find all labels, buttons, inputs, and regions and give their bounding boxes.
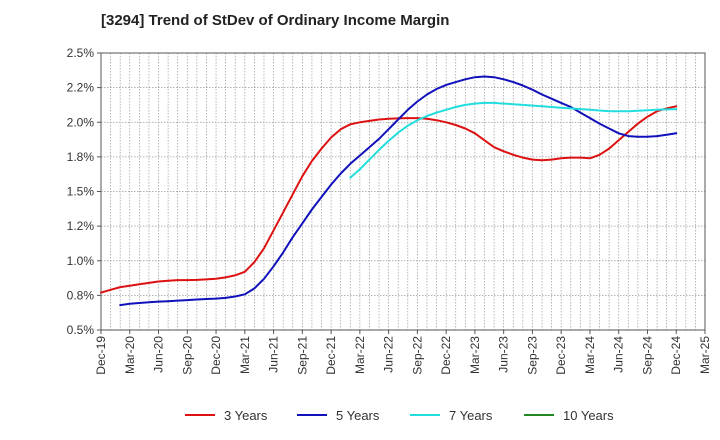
x-tick-label: Dec-22 [439,336,453,375]
y-tick-label: 2.0% [67,115,95,129]
x-tick-label: Jun-22 [382,336,396,373]
x-tick-label: Sep-23 [525,336,539,375]
x-tick-label: Jun-20 [152,336,166,373]
x-tick-label: Sep-24 [640,336,654,375]
y-tick-label: 2.2% [67,81,95,95]
y-tick-label: 1.8% [67,150,95,164]
x-tick-label: Dec-21 [324,336,338,375]
chart-title: [3294] Trend of StDev of Ordinary Income… [101,12,450,29]
y-tick-label: 2.5% [67,46,95,60]
x-tick-label: Mar-22 [353,336,367,374]
x-tick-label: Sep-22 [410,336,424,375]
x-tick-label: Sep-21 [295,336,309,375]
y-tick-label: 1.0% [67,254,95,268]
series-line-5-years [119,75,678,307]
x-tick-label: Jun-21 [267,336,281,373]
x-tick-label: Dec-23 [554,336,568,375]
x-tick-label: Jun-23 [497,336,511,373]
x-tick-label: Dec-20 [209,336,223,375]
plot-area [101,53,705,330]
grid-lines [101,53,705,330]
y-tick-label: 1.5% [67,185,95,199]
legend-label: 5 Years [336,408,380,423]
x-tick-label: Dec-24 [669,336,683,375]
x-tick-label: Mar-23 [468,336,482,374]
y-tick-label: 1.2% [67,219,95,233]
series-line-7-years [349,101,678,179]
x-tick-label: Mar-20 [123,336,137,374]
x-tick-label: Dec-19 [94,336,108,375]
y-tick-label: 0.5% [67,323,95,337]
legend-label: 10 Years [563,408,614,423]
series-line-3-years [100,105,678,294]
x-tick-label: Mar-21 [238,336,252,374]
legend-label: 7 Years [449,408,493,423]
legend-label: 3 Years [224,408,268,423]
x-tick-label: Sep-20 [180,336,194,375]
x-tick-label: Mar-24 [583,336,597,374]
y-tick-label: 0.8% [67,288,95,302]
x-tick-label: Mar-25 [698,336,712,374]
legend: 3 Years 5 Years 7 Years 10 Years [185,408,614,423]
x-tick-label: Jun-24 [612,336,626,373]
